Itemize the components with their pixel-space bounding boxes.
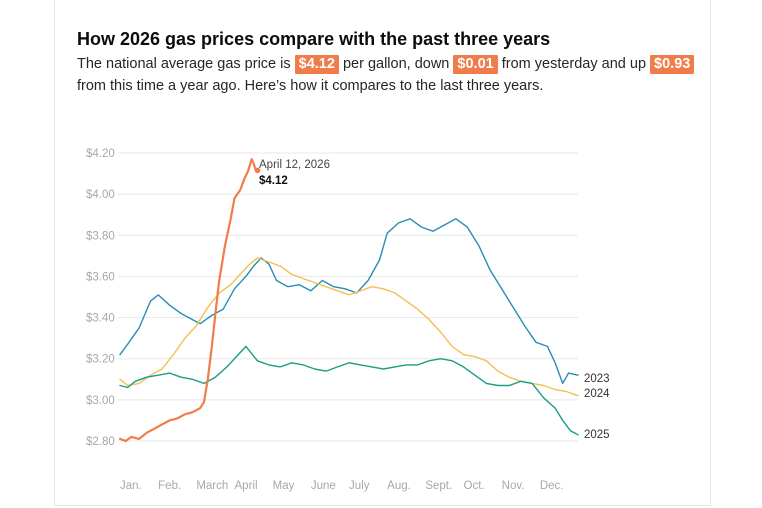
x-tick-label: March: [196, 480, 228, 492]
y-tick-label: $3.80: [86, 230, 115, 242]
series-label-2023: 2023: [584, 373, 610, 385]
y-tick-label: $4.00: [86, 189, 115, 201]
gridlines: [118, 152, 578, 442]
x-tick-label: Dec.: [540, 480, 564, 492]
y-tick-label: $3.60: [86, 271, 115, 283]
current-price-dot: [254, 167, 261, 174]
chart-subtitle: The national average gas price is $4.12 …: [77, 53, 697, 97]
x-tick-label: Aug.: [387, 480, 411, 492]
x-tick-label: Oct.: [464, 480, 485, 492]
x-tick-label: April: [235, 480, 258, 492]
chart-panel: [54, 0, 711, 506]
subtitle-text-2: per gallon, down: [338, 56, 454, 72]
page-title: How 2026 gas prices compare with the pas…: [77, 29, 551, 49]
x-tick-label: May: [273, 480, 295, 492]
subtitle-text-3: from yesterday and up: [497, 56, 651, 72]
series-lines: [118, 158, 579, 443]
annotation-value: $4.12: [259, 175, 288, 187]
year-change-badge: $0.93: [650, 55, 695, 74]
series-labels: 2023 2024 2025: [584, 373, 610, 441]
series-line-2026: [118, 158, 257, 443]
y-tick-label: $2.80: [86, 436, 115, 448]
x-axis-labels: Jan. Feb. March April May June July Aug. Sept. Oc…: [120, 480, 563, 492]
annotation: April 12, 2026 $4.12: [254, 159, 330, 187]
x-tick-label: July: [349, 480, 370, 492]
x-tick-label: Feb.: [158, 480, 181, 492]
series-label-2025: 2025: [584, 429, 610, 441]
y-tick-label: $3.20: [86, 354, 115, 366]
annotation-date: April 12, 2026: [259, 159, 330, 171]
y-axis-labels: $2.80 $3.00 $3.20 $3.40 $3.60 $3.80 $4.00 $4.20: [86, 148, 115, 448]
day-change-badge: $0.01: [453, 55, 498, 74]
y-tick-label: $3.40: [86, 313, 115, 325]
x-tick-label: Jan.: [120, 480, 142, 492]
y-tick-label: $4.20: [86, 148, 115, 160]
y-tick-label: $3.00: [86, 395, 115, 407]
series-line-2023: [119, 218, 579, 385]
series-label-2024: 2024: [584, 388, 610, 400]
x-tick-label: Nov.: [502, 480, 525, 492]
subtitle-text-1: The national average gas price is: [77, 56, 295, 72]
subtitle-text-4: from this time a year ago. Here’s how it…: [77, 78, 544, 94]
series-line-2025: [119, 345, 579, 436]
x-tick-label: Sept.: [425, 480, 452, 492]
x-tick-label: June: [311, 480, 336, 492]
current-price-badge: $4.12: [294, 55, 339, 74]
series-line-2024: [119, 257, 579, 397]
